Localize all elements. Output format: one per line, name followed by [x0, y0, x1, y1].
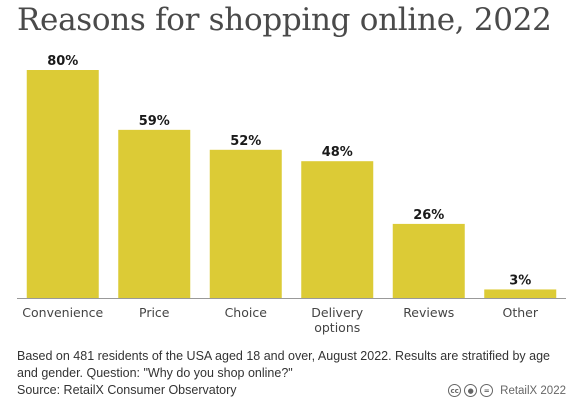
cc-icon: cc [448, 384, 462, 397]
chart-title: Reasons for shopping online, 2022 [17, 2, 552, 38]
category-label: Other [503, 305, 539, 320]
bar-value-label: 26% [413, 208, 444, 223]
bar-other[interactable] [484, 289, 557, 298]
bar-value-label: 59% [139, 114, 170, 129]
chart-notes: Based on 481 residents of the USA aged 1… [17, 349, 550, 380]
category-label: options [314, 320, 360, 335]
bar-value-label: 3% [509, 273, 531, 288]
credit-label: RetailX 2022 [500, 384, 566, 397]
attribution-icon: ● [464, 384, 478, 397]
bar-value-label: 48% [322, 145, 353, 160]
no-derivatives-icon: = [480, 384, 494, 397]
chart-credit[interactable]: cc ● = RetailX 2022 [448, 384, 566, 397]
chart-source: Source: RetailX Consumer Observatory [17, 383, 237, 397]
bar-choice[interactable] [209, 149, 282, 298]
bar-value-label: 52% [230, 134, 261, 149]
category-label: Convenience [22, 305, 103, 320]
bar-price[interactable] [118, 129, 191, 298]
bar-value-label: 80% [47, 54, 78, 69]
bar-delivery-options[interactable] [301, 161, 374, 298]
bar-chart: 80% Convenience 59% Price 52% Choice 48% Delive… [17, 54, 566, 335]
bar-reviews[interactable] [392, 223, 465, 298]
category-label: Price [139, 305, 170, 320]
bar-convenience[interactable] [26, 70, 99, 298]
category-label: Reviews [403, 305, 454, 320]
category-label: Delivery [311, 305, 363, 320]
category-label: Choice [225, 305, 268, 320]
